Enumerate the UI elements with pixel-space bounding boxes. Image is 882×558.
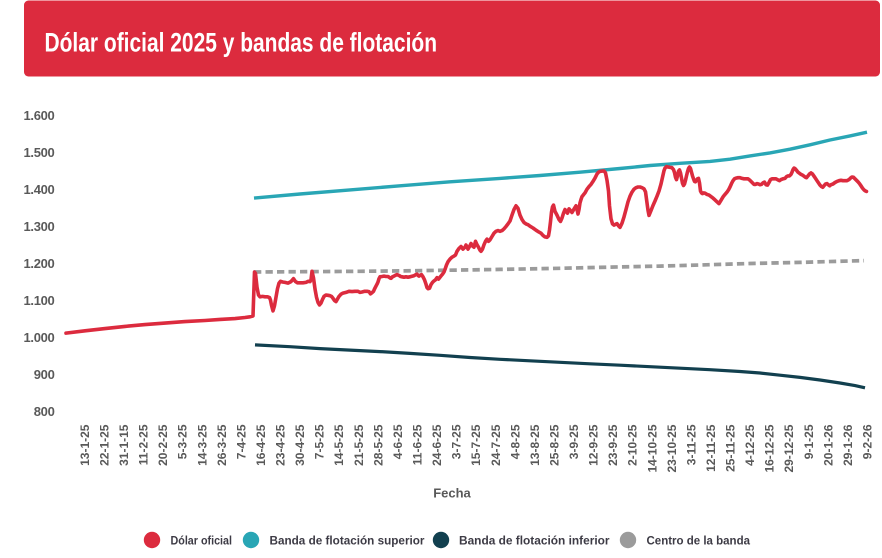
svg-text:3-7-25: 3-7-25 [450,424,464,459]
svg-text:30-4-25: 30-4-25 [293,424,307,466]
svg-text:1.300: 1.300 [23,219,54,234]
svg-text:3-9-25: 3-9-25 [567,424,581,459]
svg-text:1.000: 1.000 [23,330,54,345]
svg-text:1.100: 1.100 [23,293,54,308]
svg-text:26-3-25: 26-3-25 [215,424,229,466]
svg-text:9-1-25: 9-1-25 [802,424,816,459]
svg-text:1.600: 1.600 [23,108,54,123]
svg-text:Banda de flotación inferior: Banda de flotación inferior [459,533,610,547]
svg-text:20-2-25: 20-2-25 [156,424,170,466]
svg-text:12-11-25: 12-11-25 [704,424,718,472]
svg-text:28-5-25: 28-5-25 [371,424,385,466]
svg-text:9-2-26: 9-2-26 [861,424,875,459]
svg-text:22-1-25: 22-1-25 [98,424,112,466]
svg-text:24-7-25: 24-7-25 [489,424,503,466]
svg-text:14-5-25: 14-5-25 [332,424,346,466]
svg-text:1.400: 1.400 [23,182,54,197]
svg-text:800: 800 [34,404,55,419]
svg-text:2-10-25: 2-10-25 [626,424,640,466]
svg-text:24-6-25: 24-6-25 [430,424,444,466]
svg-text:29-1-26: 29-1-26 [841,424,855,466]
svg-text:23-9-25: 23-9-25 [606,424,620,466]
svg-text:12-9-25: 12-9-25 [587,424,601,466]
svg-text:25-11-25: 25-11-25 [724,424,738,472]
svg-text:29-12-25: 29-12-25 [782,424,796,472]
svg-text:16-12-25: 16-12-25 [763,424,777,472]
svg-text:Dólar oficial: Dólar oficial [171,533,233,547]
svg-text:14-3-25: 14-3-25 [195,424,209,466]
svg-text:4-12-25: 4-12-25 [743,424,757,466]
svg-text:Fecha: Fecha [433,486,471,501]
svg-text:Dólar oficial 2025 y bandas de: Dólar oficial 2025 y bandas de flotación [45,27,438,57]
svg-text:5-3-25: 5-3-25 [176,424,190,459]
svg-text:16-4-25: 16-4-25 [254,424,268,466]
svg-text:1.500: 1.500 [23,145,54,160]
svg-text:7-4-25: 7-4-25 [234,424,248,459]
svg-text:900: 900 [34,367,55,382]
svg-text:31-1-15: 31-1-15 [117,424,131,466]
svg-text:11-2-25: 11-2-25 [137,424,151,465]
svg-text:23-10-25: 23-10-25 [665,424,679,472]
svg-text:15-7-25: 15-7-25 [469,424,483,466]
svg-text:25-8-25: 25-8-25 [548,424,562,466]
svg-text:7-5-25: 7-5-25 [313,424,327,459]
svg-text:23-4-25: 23-4-25 [274,424,288,466]
svg-text:4-6-25: 4-6-25 [391,424,405,459]
svg-text:13-8-25: 13-8-25 [528,424,542,466]
svg-text:14-10-25: 14-10-25 [645,424,659,472]
svg-text:20-1-26: 20-1-26 [821,424,835,466]
svg-text:Centro de la banda: Centro de la banda [647,533,751,547]
svg-text:3-11-25: 3-11-25 [684,424,698,465]
svg-text:21-5-25: 21-5-25 [352,424,366,466]
svg-text:13-1-25: 13-1-25 [78,424,92,466]
svg-text:Banda de flotación superior: Banda de flotación superior [270,533,425,547]
svg-text:4-8-25: 4-8-25 [508,424,522,459]
svg-text:11-6-25: 11-6-25 [411,424,425,465]
svg-text:1.200: 1.200 [23,256,54,271]
